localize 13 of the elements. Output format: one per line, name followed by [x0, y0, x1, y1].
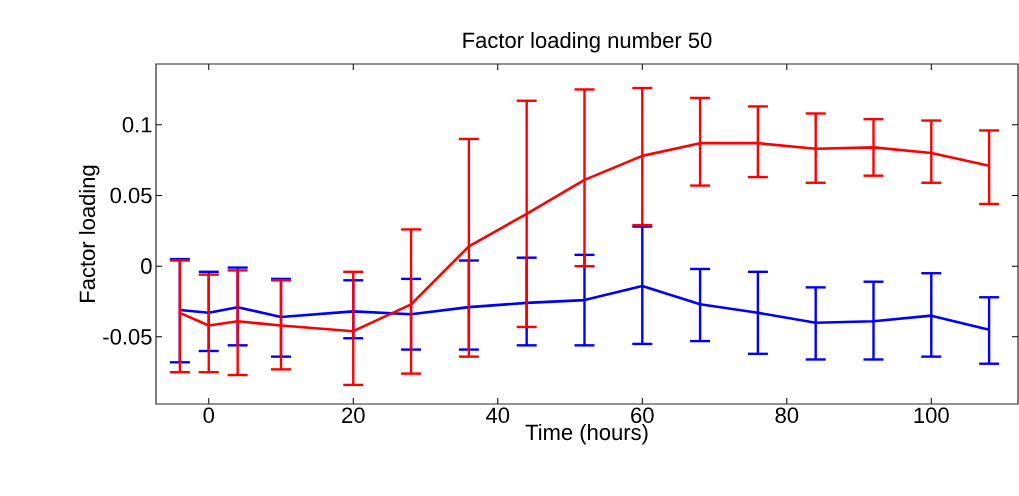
x-tick-label: 20 — [342, 407, 365, 424]
x-tick-label: 40 — [486, 407, 510, 424]
x-tick-label: 100 — [914, 407, 949, 424]
x-tick-label: 80 — [775, 407, 799, 424]
y-tick-label: 0.05 — [110, 187, 152, 204]
y-tick-label: 0 — [141, 258, 152, 274]
y-tick-label: -0.05 — [103, 329, 152, 345]
x-axis-title: Time (hours) — [525, 423, 648, 445]
x-tick-label: 0 — [203, 407, 214, 424]
chart-title: Factor loading number 50 — [463, 31, 712, 53]
y-axis-title: Factor loading — [78, 165, 100, 302]
x-tick-label: 60 — [631, 407, 654, 424]
y-tick-label: 0.1 — [122, 116, 152, 133]
